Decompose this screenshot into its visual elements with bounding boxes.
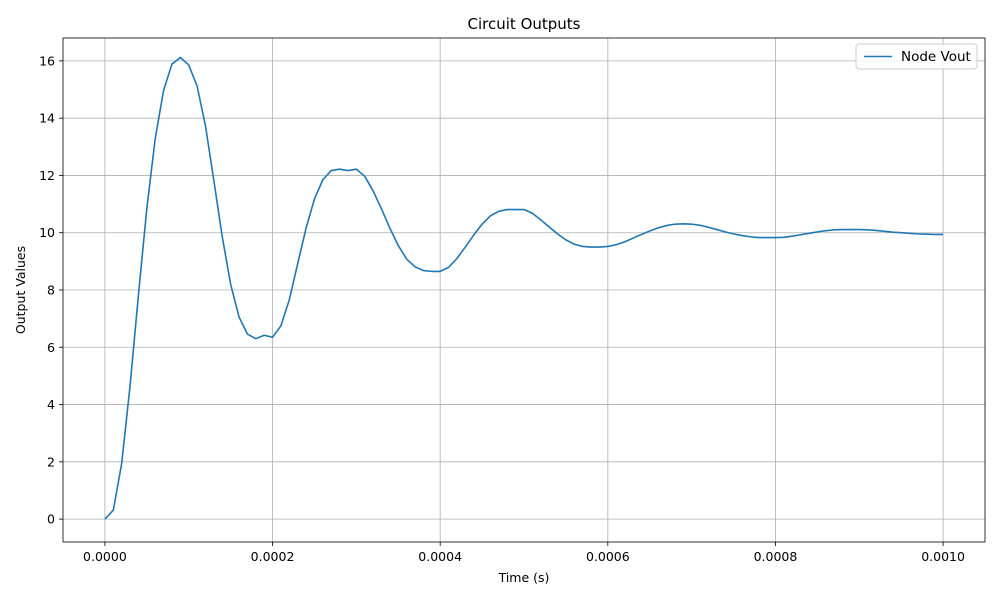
x-axis-label: Time (s) [498, 570, 550, 585]
y-tick-label: 2 [47, 454, 55, 469]
series-line-node-vout [104, 56, 944, 520]
legend-label-node-vout: Node Vout [901, 49, 971, 65]
legend: Node Vout [855, 43, 978, 70]
x-tick-label: 0.0004 [418, 549, 462, 564]
y-tick-label: 10 [39, 225, 55, 240]
y-tick-label: 8 [47, 283, 55, 298]
ticks: 0.0000 0.0002 0.0004 0.0006 0.0008 0.0010 0 2 4 6… [39, 53, 965, 564]
y-tick-label: 14 [39, 111, 55, 126]
y-tick-label: 0 [47, 512, 55, 527]
legend-box [855, 43, 978, 70]
x-tick-label: 0.0000 [83, 549, 127, 564]
x-tick-label: 0.0002 [251, 549, 295, 564]
y-tick-label: 4 [47, 397, 55, 412]
y-tick-label: 16 [39, 53, 55, 68]
y-tick-label: 12 [39, 168, 55, 183]
x-tick-label: 0.0010 [921, 549, 965, 564]
y-tick-label: 6 [47, 340, 55, 355]
chart-title: Circuit Outputs [468, 15, 581, 33]
y-axis-label: Output Values [13, 246, 28, 334]
x-tick-label: 0.0008 [754, 549, 798, 564]
series-layer [104, 56, 944, 520]
x-tick-label: 0.0006 [586, 549, 630, 564]
grid [63, 38, 985, 542]
